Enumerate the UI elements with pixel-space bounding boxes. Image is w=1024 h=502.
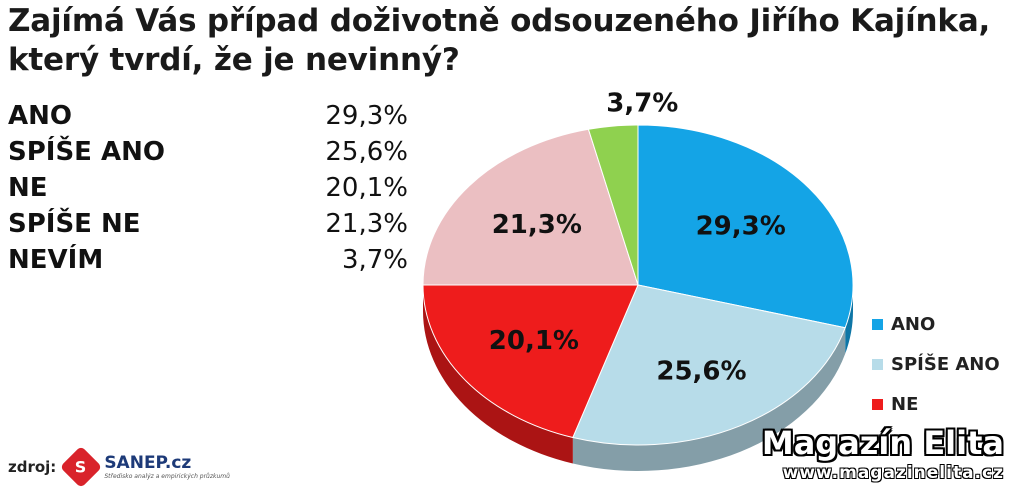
chart-title: Zajímá Vás případ doživotně odsouzeného … (8, 3, 991, 78)
row-label: SPÍŠE ANO (8, 137, 165, 167)
sanep-logo-icon: S (60, 445, 103, 489)
chart-legend: ANO SPÍŠE ANO NE (872, 304, 1000, 424)
row-value: 29,3% (325, 101, 408, 131)
legend-swatch (872, 398, 883, 410)
pie-slice (572, 284, 846, 446)
legend-swatch (872, 318, 883, 330)
pie-slice (587, 124, 639, 286)
legend-item-ne: NE (872, 384, 1000, 424)
pie-side-walls (423, 285, 853, 471)
table-row: SPÍŠE NE 21,3% (8, 206, 408, 242)
pie-slice-side (845, 285, 853, 354)
legend-label: NE (891, 393, 919, 415)
logo-name: SANEP.cz (104, 452, 192, 473)
table-row: NE 20,1% (8, 170, 408, 206)
legend-label: ANO (891, 313, 936, 335)
results-table: ANO 29,3% SPÍŠE ANO 25,6% NE 20,1% SPÍŠE… (8, 98, 408, 278)
table-row: ANO 29,3% (8, 98, 408, 134)
row-value: 3,7% (341, 245, 408, 275)
row-value: 25,6% (325, 137, 408, 167)
pie-data-label: 20,1% (489, 326, 579, 356)
watermark: Magazín Elita www.magazinelita.cz (762, 424, 1004, 484)
pie-slice (422, 128, 639, 286)
row-value: 20,1% (325, 173, 408, 203)
legend-swatch (872, 358, 883, 370)
pie-data-label: 21,3% (492, 210, 582, 240)
logo-tagline: Středisko analýz a empirických průzkumů (104, 472, 230, 480)
source-credit: zdroj: S SANEP.cz Středisko analýz a emp… (8, 445, 230, 489)
row-label: SPÍŠE NE (8, 209, 141, 239)
pie-slice (422, 284, 639, 439)
sanep-logo: S SANEP.cz Středisko analýz a empirickýc… (60, 445, 230, 489)
row-label: NE (8, 173, 48, 203)
pie-data-label: 3,7% (606, 89, 678, 119)
pie-data-label: 25,6% (656, 357, 746, 387)
table-row: NEVÍM 3,7% (8, 242, 408, 278)
pie-slice (637, 124, 854, 329)
source-label: zdroj: (8, 458, 57, 476)
pie-slice-side (572, 327, 846, 471)
watermark-title: Magazín Elita (761, 424, 1004, 462)
row-label: NEVÍM (8, 245, 104, 275)
watermark-url: www.magazinelita.cz (782, 463, 1004, 483)
legend-label: SPÍŠE ANO (891, 353, 1000, 375)
pie-data-label: 29,3% (696, 211, 786, 241)
table-row: SPÍŠE ANO 25,6% (8, 134, 408, 170)
row-value: 21,3% (325, 209, 408, 239)
row-label: ANO (8, 101, 72, 131)
legend-item-ano: ANO (872, 304, 1000, 344)
pie-slice-side (423, 285, 573, 464)
legend-item-spise-ano: SPÍŠE ANO (872, 344, 1000, 384)
